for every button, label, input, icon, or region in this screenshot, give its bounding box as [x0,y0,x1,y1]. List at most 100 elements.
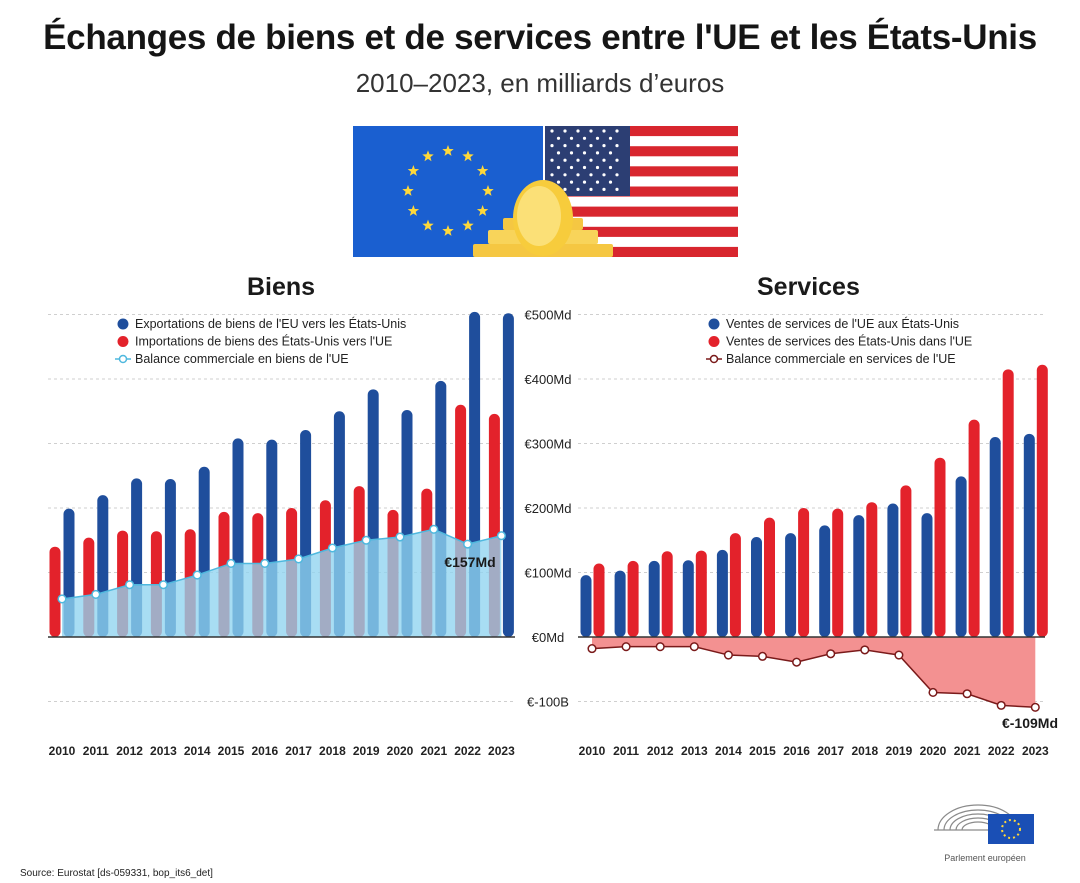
us-flag-star [563,129,567,133]
x-tick-label: 2017 [817,744,844,758]
us-flag-star [615,144,619,148]
us-flag-star [589,187,593,191]
bar-services-series-b [866,502,878,637]
legend-marker [117,318,129,330]
us-flag-star [550,144,554,148]
us-flag-star [608,180,613,184]
eu-flag-star [422,219,434,231]
us-flag-star [595,165,600,170]
balance-point [57,594,67,604]
legend-label: Balance commerciale en services de l'UE [726,352,956,366]
us-flag-stripe [545,246,738,257]
balance-line [591,645,1036,709]
us-flag-star [615,158,619,162]
legend-label: Ventes de services des États-Unis dans l… [726,334,972,349]
us-flag-star [556,165,561,170]
european-parliament-logo-icon [934,804,1034,844]
x-tick-label: 2017 [285,744,312,758]
us-flag-star [569,151,574,155]
eu-flag-star [476,165,489,176]
balance-point [260,558,270,569]
bar-services-series-b [627,560,639,637]
us-flag-star [550,158,554,162]
legend-label: Ventes de services de l'UE aux États-Uni… [726,316,959,331]
y-tick-label: €300Md [525,437,572,452]
us-flag-star [563,187,567,191]
x-tick-label: 2022 [988,744,1015,758]
us-flag-stripe [545,206,738,217]
balance-point [125,580,135,590]
us-flag-star [569,180,574,184]
eu-flag-star [442,145,454,156]
x-tick-label: 2018 [851,744,878,758]
balance-annotation: €157Md [444,554,495,570]
balance-point [395,532,405,542]
us-flag-stripe [545,186,738,197]
us-flag-star [576,144,580,148]
us-flag-star [576,173,580,177]
x-tick-label: 2014 [184,744,211,758]
us-flag-star [576,129,580,133]
us-flag-star [602,173,606,177]
y-tick-label: €200Md [525,501,572,516]
us-flag-star [595,180,600,184]
x-tick-label: 2012 [647,744,674,758]
us-flag-star [569,136,574,140]
us-flag-star [582,136,587,140]
us-flag-star [576,187,580,191]
x-tick-label: 2011 [83,744,109,758]
us-flag-star [602,144,606,148]
us-flag-star [563,144,567,148]
us-flag-star [589,173,593,177]
us-flag-star [563,173,567,177]
y-tick-label: €500Md [525,308,572,323]
services-chart: 2010 2011 2012 2013 2014 2015 2016 2017 2018 2019… [578,314,1058,758]
balance-area [592,637,1036,708]
y-tick-label: €100Md [525,566,572,581]
us-flag-star [582,151,587,155]
balance-annotation: €-109Md [1002,715,1058,731]
balance-point [327,543,337,553]
x-tick-label: 2019 [886,744,913,758]
eu-flag-star [402,185,414,196]
us-flag-star [602,129,606,133]
legend-label: Importations de biens des États-Unis ver… [135,334,392,349]
balance-point [723,650,733,660]
us-flag-star [602,158,606,162]
bar-services-series-b [934,457,946,637]
us-flag-star [582,165,587,170]
bar-services-series-a [785,533,797,637]
us-flag-star [615,129,619,133]
legend-marker [117,336,129,347]
bar-goods-series-a [502,313,514,637]
balance-line [61,528,502,600]
balance-point [792,657,802,667]
y-tick-label: €0Md [532,630,565,645]
legend-marker [708,318,720,330]
bar-services-series-b [729,533,741,637]
bar-services-series-b [798,508,810,637]
balance-point [655,642,665,652]
balance-point [496,531,506,541]
balance-point [361,535,371,545]
bar-services-series-b [661,551,673,637]
bar-services-series-b [968,419,980,637]
bar-services-series-a [580,575,592,637]
x-tick-label: 2023 [488,744,515,758]
balance-point [192,570,202,580]
legend-marker [118,354,128,364]
us-flag-star [563,158,567,162]
us-flag-star [589,129,593,133]
us-flag-star [595,151,600,155]
bar-services-series-a [955,476,967,637]
legend-marker [709,354,719,364]
x-tick-label: 2015 [218,744,245,758]
goods-chart: 2010 2011 2012 2013 2014 2015 2016 2017 2018 2019… [48,311,515,758]
eu-us-flags-illustration [353,126,738,257]
x-tick-label: 2015 [749,744,776,758]
us-flag-star [556,136,561,140]
us-flag-star [595,136,600,140]
bar-services-series-a [819,525,831,637]
balance-point [226,558,236,569]
x-tick-label: 2020 [920,744,947,758]
